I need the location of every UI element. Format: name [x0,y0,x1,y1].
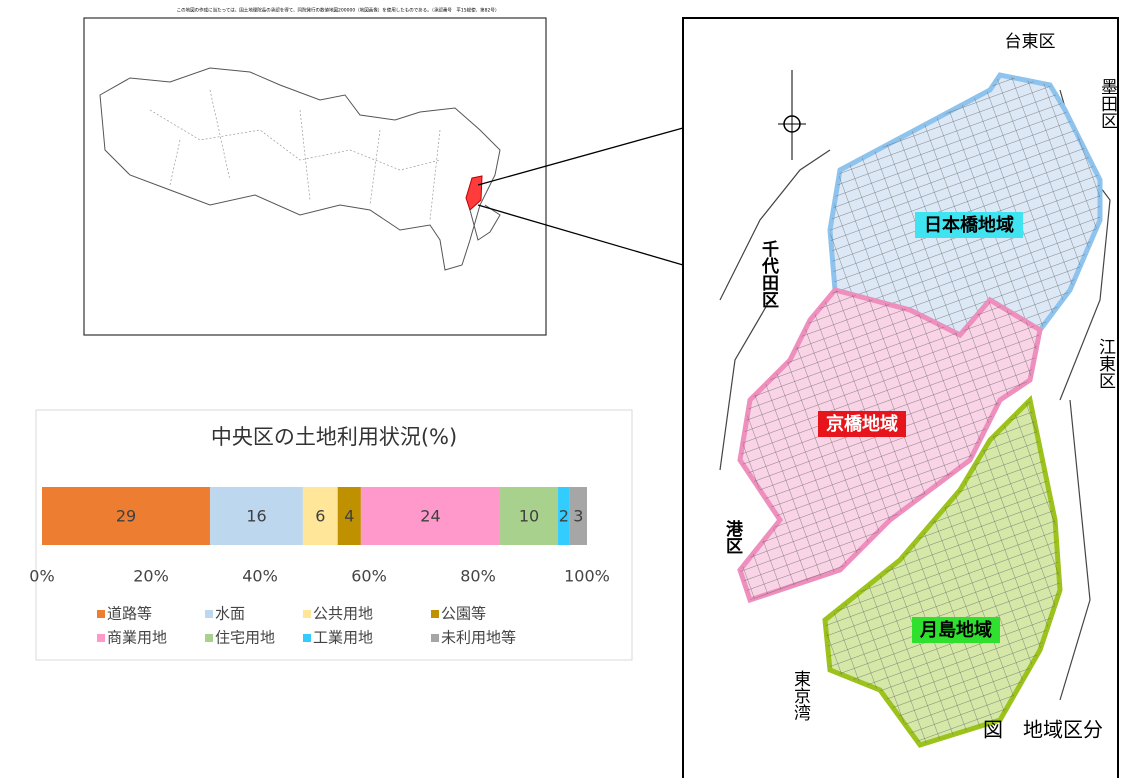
x-tick-label: 40% [242,567,278,586]
data-label: 3 [573,507,583,526]
data-label: 16 [246,507,266,526]
street-grid [825,400,1060,745]
district-label: 京橋地域 [826,413,898,435]
label-bg [818,411,906,437]
x-tick-label: 60% [351,567,387,586]
ward-label: 千代田区 [758,240,780,308]
bar-segment [500,487,559,545]
data-label: 2 [559,507,569,526]
bay-shore [469,204,501,241]
legend-label: 商業用地 [107,629,167,647]
bar-segment [558,487,570,545]
ward-label: 東京湾 [790,670,811,722]
legend-swatch [205,610,213,618]
x-tick-label: 80% [460,567,496,586]
x-tick-label: 0% [29,567,54,586]
connector [477,127,684,186]
bar-segment [210,487,303,545]
street-grid [830,75,1100,335]
legend-swatch [205,634,213,642]
bar-segment [42,487,211,545]
legend-label: 未利用地等 [441,629,516,647]
legend-label: 住宅用地 [215,629,275,647]
ward-label: 台東区 [1005,32,1056,52]
data-label: 6 [315,507,325,526]
chart: 0% 20% 40% 60% 80% 100% 29 16 6 4 24 10 2 3 道路等 水面 公共用地 公… [29,487,610,647]
legend-swatch [97,610,105,618]
bar-segment [337,487,361,545]
shoreline [719,89,1111,701]
connector [477,204,684,266]
bar-segment [569,487,587,545]
legend-label: 水面 [215,605,245,623]
ward-label: 墨田区 [1097,78,1118,129]
legend-label: 公園等 [441,605,486,623]
ward-label: 江東区 [1095,338,1116,389]
street-grid [740,290,1040,600]
label-bg [915,212,1023,238]
bar-segment [360,487,501,545]
legend-swatch [97,634,105,642]
legend-label: 工業用地 [313,629,373,647]
data-label: 4 [344,507,354,526]
legend-label: 公共用地 [313,605,373,623]
x-tick-label: 100% [564,567,610,586]
legend-swatch [431,610,439,618]
district-label: 月島地域 [919,619,992,641]
data-label: 10 [519,507,539,526]
label-bg [912,617,1000,643]
legend-label: 道路等 [107,605,152,623]
map-caption: 図 地域区分 [983,718,1103,742]
data-label: 24 [420,507,440,526]
chart-title: 中央区の土地利用状況(%) [211,425,457,449]
legend-swatch [431,634,439,642]
legend-swatch [303,610,311,618]
map-note: この地図の作成に当たっては、国土地理院長の承認を得て、同院発行の数値地図2000… [177,7,500,14]
data-label: 29 [116,507,136,526]
ward-label: 港区 [722,519,743,554]
legend-swatch [303,634,311,642]
bar-segment [302,487,338,545]
ward-borders [149,89,441,221]
x-tick-label: 20% [133,567,169,586]
district-label: 日本橋地域 [924,214,1014,236]
